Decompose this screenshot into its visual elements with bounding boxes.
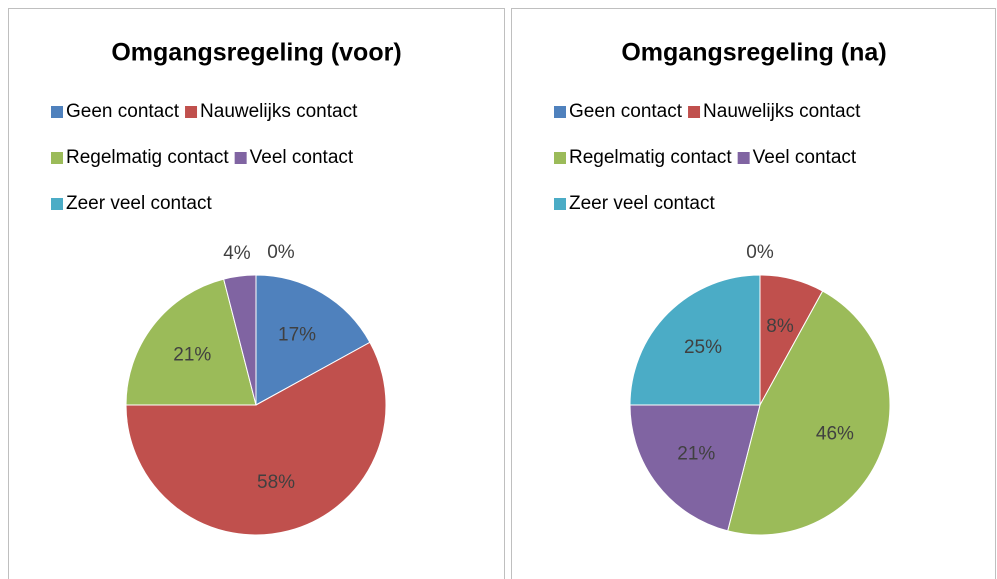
- data-label: 58%: [257, 472, 295, 493]
- pie-slice: [727, 290, 891, 536]
- legend-label: Zeer veel contact: [66, 193, 212, 214]
- data-label: 46%: [816, 424, 854, 445]
- legend-swatch: [234, 152, 247, 164]
- legend-swatch: [554, 152, 566, 164]
- legend-swatch: [688, 106, 701, 118]
- pie-slice: [125, 278, 257, 406]
- legend-label: Veel contact: [250, 147, 354, 168]
- legend-swatch: [554, 198, 566, 210]
- legend-label: Nauwelijks contact: [703, 101, 861, 122]
- data-label: 0%: [267, 242, 295, 263]
- legend-swatch: [185, 106, 198, 118]
- data-label: 21%: [677, 443, 715, 464]
- pie-slice: [125, 341, 387, 536]
- legend-label: Geen contact: [66, 101, 180, 122]
- data-label: 0%: [746, 242, 774, 263]
- data-label: 17%: [278, 325, 316, 346]
- legend-swatch: [51, 106, 63, 118]
- legend-label: Zeer veel contact: [569, 193, 715, 214]
- chart-title: Omgangsregeling (na): [621, 39, 886, 67]
- legend-swatch: [737, 152, 750, 164]
- pie-slice: [629, 274, 761, 406]
- data-label: 8%: [766, 316, 794, 337]
- legend-swatch: [51, 198, 63, 210]
- data-label: 25%: [684, 337, 722, 358]
- legend-label: Regelmatig contact: [66, 147, 229, 168]
- legend-label: Nauwelijks contact: [200, 101, 358, 122]
- legend-swatch: [51, 152, 63, 164]
- chart-title: Omgangsregeling (voor): [111, 39, 401, 67]
- legend-label: Regelmatig contact: [569, 147, 732, 168]
- data-label: 4%: [223, 243, 251, 264]
- pie-slice: [255, 274, 371, 406]
- data-label: 21%: [173, 345, 211, 366]
- legend-label: Veel contact: [753, 147, 857, 168]
- pie-slice: [629, 404, 761, 532]
- legend-label: Geen contact: [569, 101, 683, 122]
- legend-swatch: [554, 106, 566, 118]
- panel: [8, 8, 505, 579]
- panel: [511, 8, 996, 579]
